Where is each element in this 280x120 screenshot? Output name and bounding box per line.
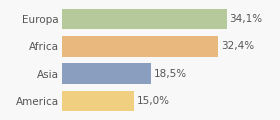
- Bar: [62, 36, 218, 57]
- Bar: [62, 91, 134, 111]
- Text: 32,4%: 32,4%: [221, 41, 254, 51]
- Text: 18,5%: 18,5%: [153, 69, 186, 79]
- Text: 15,0%: 15,0%: [137, 96, 170, 106]
- Bar: [62, 63, 151, 84]
- Bar: [62, 9, 227, 29]
- Text: 34,1%: 34,1%: [229, 14, 262, 24]
